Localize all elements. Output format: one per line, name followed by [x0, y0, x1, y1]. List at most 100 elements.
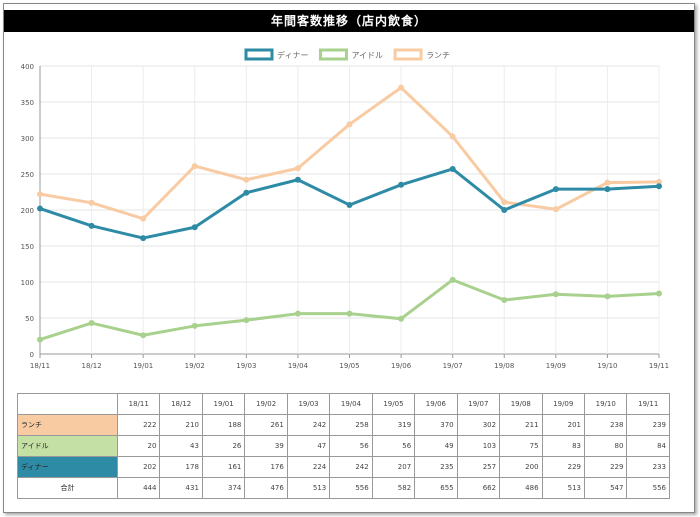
table-row: ディナー 202 178 161 176 224 242 207 235 257 200 229 229…	[17, 456, 670, 478]
y-tick-label: 250	[21, 171, 34, 179]
data-point-lunch	[604, 179, 611, 186]
y-tick-label: 150	[21, 243, 34, 251]
y-tick-label: 0	[30, 351, 34, 359]
data-point-idle	[140, 332, 147, 339]
y-tick-label: 350	[21, 99, 34, 107]
data-point-dinner	[88, 222, 95, 229]
table-cell: 210	[159, 414, 203, 436]
table-cell: 176	[244, 456, 288, 478]
table-cell: 239	[626, 414, 670, 436]
y-tick-label: 300	[21, 135, 34, 143]
table-column-header: 19/06	[414, 393, 458, 415]
table-cell: 26	[201, 435, 246, 457]
table-row-label: ディナー	[17, 456, 118, 478]
table-row: ランチ 222 210 188 261 242 258 319 370 302 211 201 238 2…	[17, 414, 670, 436]
table-cell: 211	[499, 414, 543, 436]
table-column-header: 19/03	[286, 393, 331, 415]
table-cell: 201	[541, 414, 585, 436]
table-cell: 103	[456, 435, 501, 457]
table-total-cell: 547	[583, 477, 628, 499]
y-tick-label: 400	[21, 63, 34, 71]
table-cell: 242	[329, 456, 373, 478]
table-cell: 43	[159, 435, 203, 457]
table-column-header: 19/02	[244, 393, 288, 415]
table-cell: 56	[329, 435, 373, 457]
data-point-dinner	[501, 207, 508, 213]
table-column-header: 19/08	[499, 393, 543, 415]
table-cell: 233	[626, 456, 670, 478]
table-cell: 319	[371, 414, 416, 436]
table-cell: 370	[414, 414, 458, 436]
table-total-cell: 486	[499, 477, 543, 499]
legend-label-idle: アイドル	[351, 51, 383, 60]
table-column-header: 18/12	[159, 393, 203, 415]
y-tick-label: 100	[21, 279, 34, 287]
table-total-cell: 582	[371, 477, 416, 499]
y-tick-label: 50	[25, 315, 34, 323]
x-tick-label: 19/10	[597, 362, 617, 370]
table-corner-cell	[17, 393, 118, 415]
table-cell: 39	[244, 435, 288, 457]
table-cell: 235	[414, 456, 458, 478]
legend-swatch-idle	[318, 48, 348, 61]
data-point-lunch	[140, 215, 147, 222]
x-tick-label: 19/03	[236, 362, 256, 370]
table-cell: 242	[286, 414, 331, 436]
data-point-lunch	[656, 178, 662, 185]
y-tick-label: 200	[21, 207, 34, 215]
x-tick-label: 19/07	[443, 362, 463, 370]
table-cell: 202	[116, 456, 161, 478]
chart-title: 年間客数推移（店内飲食）	[4, 10, 694, 32]
table-cell: 47	[286, 435, 331, 457]
data-point-idle	[37, 336, 43, 343]
legend-label-dinner: ディナー	[277, 50, 308, 60]
table-column-header: 18/11	[116, 393, 161, 415]
data-point-idle	[656, 290, 662, 297]
line-chart: 0 50 100 150 200 250 300 350 400 18/11 18/12 19/01 1…	[21, 48, 669, 370]
table-total-cell: 431	[159, 477, 203, 499]
x-tick-label: 18/12	[81, 362, 101, 370]
data-point-idle	[88, 320, 95, 327]
x-tick-label: 18/11	[30, 362, 50, 370]
table-row-label: アイドル	[17, 435, 118, 457]
table-total-cell: 513	[286, 477, 331, 499]
table-cell: 229	[541, 456, 585, 478]
data-point-idle	[294, 310, 301, 317]
table-column-header: 19/10	[583, 393, 628, 415]
x-tick-label: 19/04	[288, 362, 309, 370]
x-tick-label: 19/02	[185, 362, 205, 370]
table-column-header: 19/11	[626, 393, 670, 415]
table-cell: 161	[201, 456, 246, 478]
data-point-idle	[449, 276, 456, 283]
table-cell: 20	[116, 435, 161, 457]
table-cell: 224	[286, 456, 331, 478]
x-tick-label: 19/11	[649, 362, 669, 370]
data-point-dinner	[294, 176, 301, 183]
data-point-lunch	[501, 199, 508, 206]
table-cell: 178	[159, 456, 203, 478]
table-cell: 200	[499, 456, 543, 478]
table-cell: 207	[371, 456, 416, 478]
table-header-row: 18/11 18/12 19/01 19/02 19/03 19/04 19/05 19/06…	[17, 393, 670, 415]
table-total-cell: 476	[244, 477, 288, 499]
data-point-idle	[191, 322, 198, 329]
data-point-lunch	[243, 176, 250, 183]
table-cell: 257	[456, 456, 501, 478]
table-column-header: 19/04	[329, 393, 373, 415]
data-point-dinner	[449, 165, 456, 172]
data-point-lunch	[294, 165, 301, 172]
data-point-lunch	[552, 206, 559, 213]
table-total-cell: 556	[626, 477, 670, 499]
table-total-cell: 513	[541, 477, 585, 499]
x-tick-label: 19/05	[339, 362, 359, 370]
table-column-header: 19/05	[371, 393, 416, 415]
table-cell: 75	[499, 435, 543, 457]
x-tick-label: 19/08	[494, 362, 514, 370]
table-cell: 83	[541, 435, 585, 457]
data-point-idle	[346, 310, 353, 317]
table-total-cell: 662	[456, 477, 501, 499]
data-point-dinner	[656, 183, 662, 190]
table-cell: 229	[583, 456, 628, 478]
x-tick-label: 19/09	[546, 362, 566, 370]
table-cell: 238	[583, 414, 628, 436]
